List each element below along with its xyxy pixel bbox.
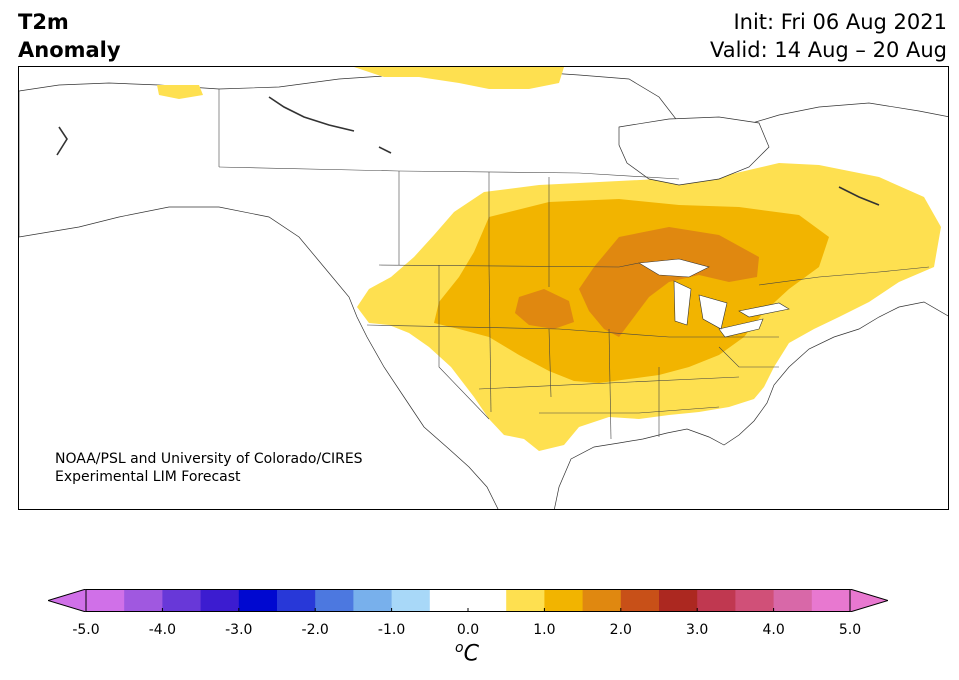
init-date: Init: Fri 06 Aug 2021 <box>733 10 947 34</box>
map-title: T2m Anomaly <box>18 8 121 64</box>
anomaly-shade-high <box>579 227 759 337</box>
colorbar-tick-label: -4.0 <box>148 622 177 638</box>
anomaly-shade-alaska <box>157 85 203 99</box>
colorbar-tick-label: 1.0 <box>533 622 556 638</box>
colorbar-segment <box>659 589 698 612</box>
colorbar-scale <box>46 588 890 613</box>
colorbar-tick-label: 2.0 <box>609 622 632 638</box>
title-variable: T2m <box>18 10 69 34</box>
great-lakes <box>638 258 790 338</box>
colorbar-tick-label: 5.0 <box>838 622 862 638</box>
colorbar-tick-label: 0.0 <box>456 622 480 638</box>
colorbar-tick-label: 3.0 <box>686 622 709 638</box>
credit-line-2: Experimental LIM Forecast <box>55 469 241 485</box>
colorbar-extend-high <box>849 588 890 613</box>
colorbar-tick-label: -5.0 <box>72 622 100 638</box>
colorbar-segment <box>468 589 507 612</box>
colorbar-segment <box>735 589 775 612</box>
colorbar-segment <box>506 589 545 612</box>
colorbar-segment <box>353 589 393 612</box>
colorbar-segment <box>315 589 354 612</box>
colorbar-tick-label: -2.0 <box>301 622 329 638</box>
coastline-detail <box>56 96 880 206</box>
colorbar-tick-label: -3.0 <box>225 622 253 638</box>
colorbar-segment <box>429 589 469 612</box>
unit-celsius: C <box>463 641 479 667</box>
colorbar-segment <box>391 589 431 612</box>
forecast-dates: Init: Fri 06 Aug 2021 Valid: 14 Aug – 20… <box>710 8 947 64</box>
colorbar-tick-label: 4.0 <box>762 622 785 638</box>
colorbar-tick-label: -1.0 <box>377 622 406 638</box>
colorbar-segment <box>86 589 125 612</box>
title-subtitle: Anomaly <box>18 38 121 62</box>
political-boundaries <box>218 89 930 440</box>
credit-text: NOAA/PSL and University of Colorado/CIRE… <box>55 450 363 486</box>
colorbar-segment <box>277 589 316 612</box>
colorbar-unit: oC <box>455 640 479 666</box>
colorbar-segment <box>620 589 660 612</box>
anomaly-map: NOAA/PSL and University of Colorado/CIRE… <box>18 66 949 510</box>
colorbar-segment <box>773 589 813 612</box>
anomaly-shade-arctic <box>354 67 564 89</box>
colorbar <box>46 588 890 613</box>
colorbar-segment <box>162 589 202 612</box>
map-canvas <box>19 67 948 509</box>
colorbar-segment <box>238 589 278 612</box>
anomaly-shade-high-west <box>515 289 574 329</box>
unit-degree: o <box>455 640 464 656</box>
valid-range: Valid: 14 Aug – 20 Aug <box>709 38 947 62</box>
colorbar-extend-low <box>46 588 87 613</box>
hudson-bay <box>618 116 770 186</box>
colorbar-segment <box>544 589 584 612</box>
credit-line-1: NOAA/PSL and University of Colorado/CIRE… <box>55 451 363 467</box>
colorbar-segment <box>697 589 736 612</box>
colorbar-segment <box>200 589 240 612</box>
colorbar-segment <box>124 589 163 612</box>
colorbar-segment <box>582 589 622 612</box>
colorbar-segment <box>811 589 851 612</box>
